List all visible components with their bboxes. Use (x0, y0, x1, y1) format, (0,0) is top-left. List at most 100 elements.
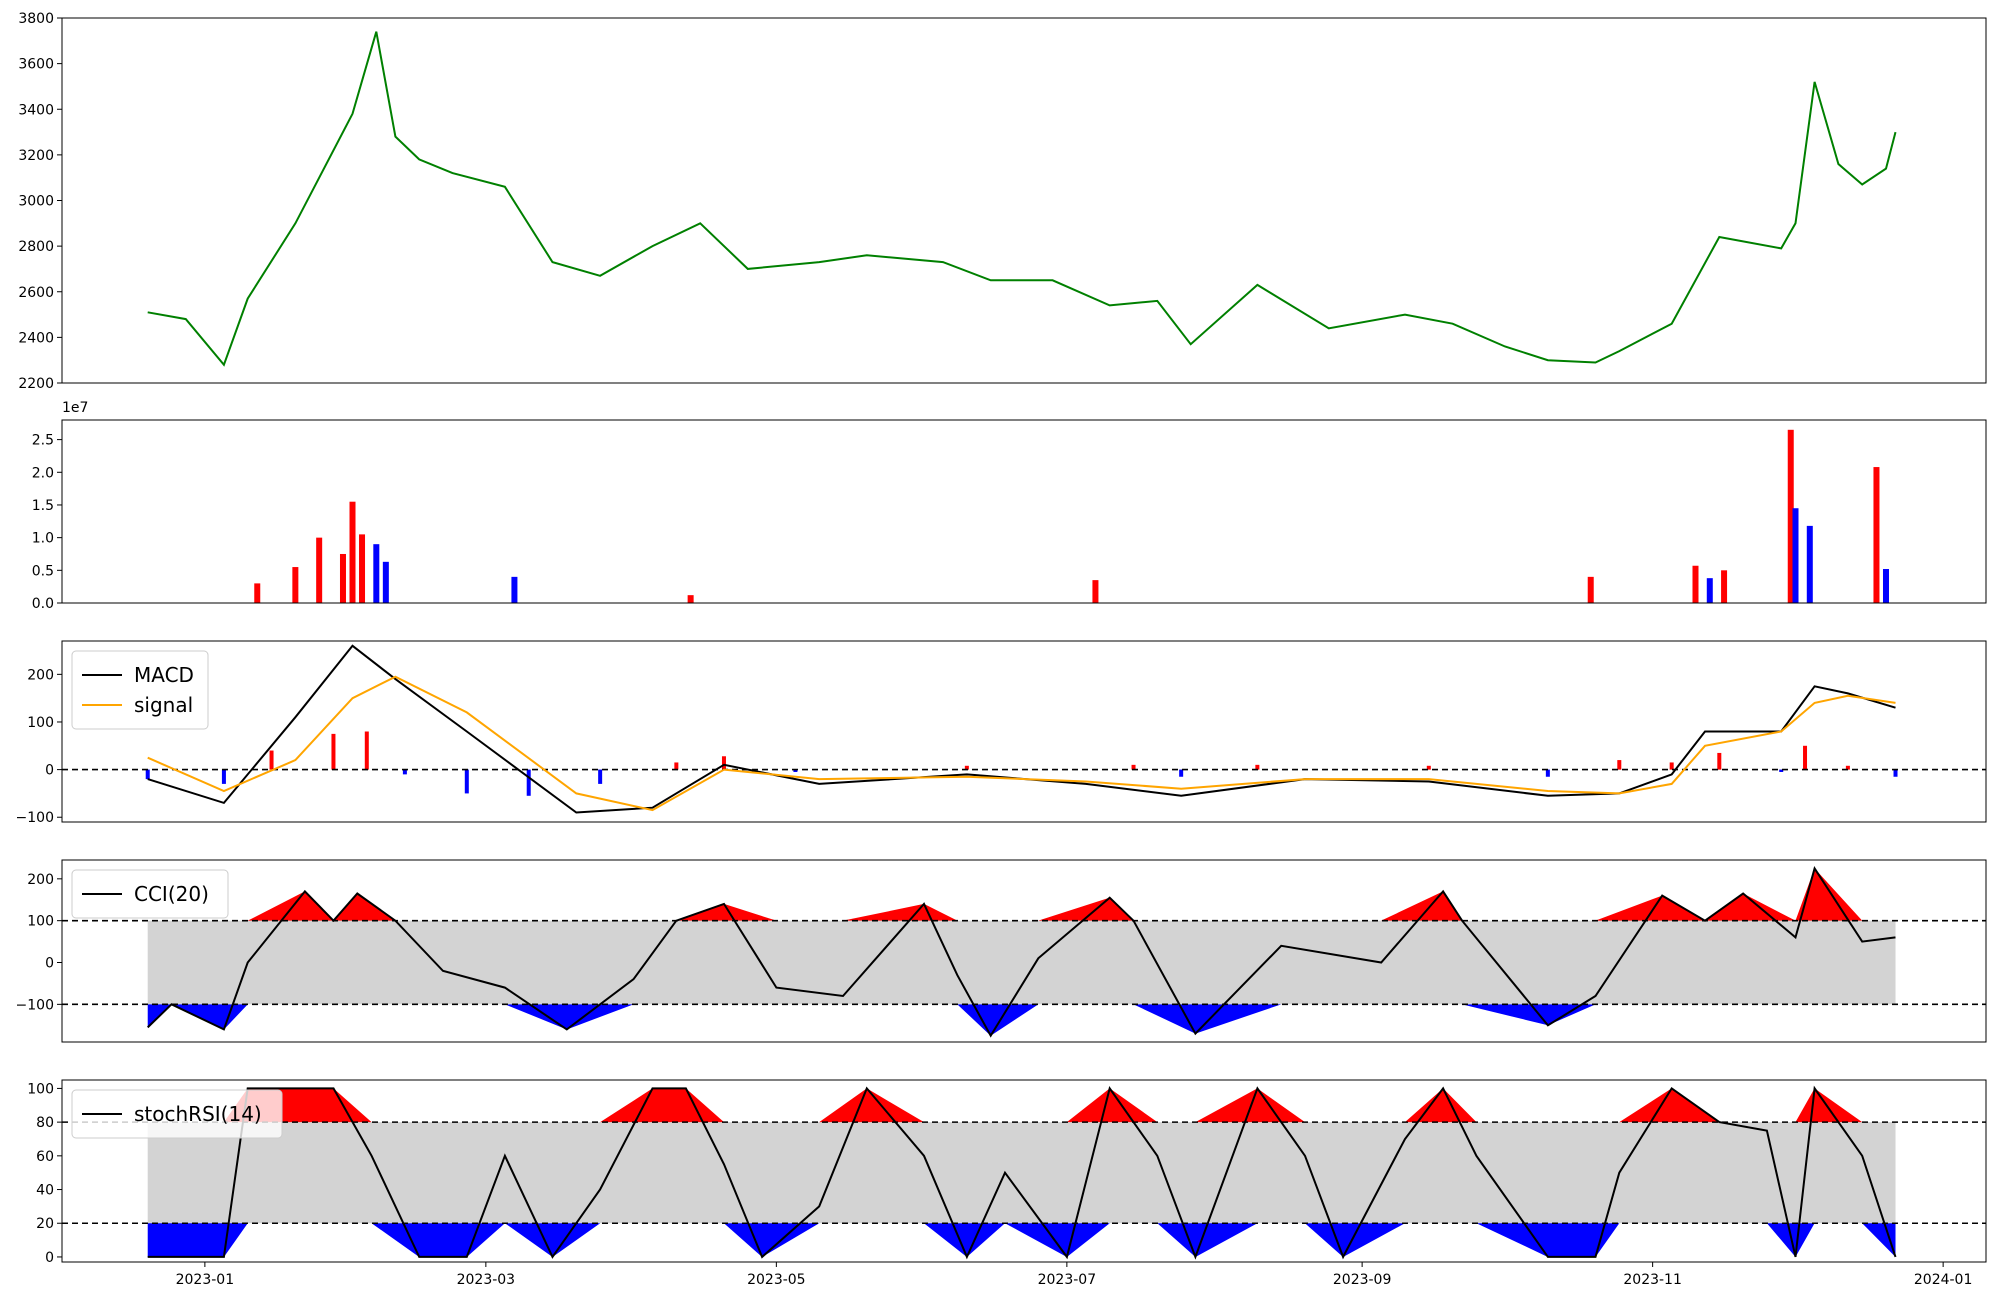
price-ytick-label: 2800 (18, 239, 54, 255)
stochrsi-ytick-label: 100 (27, 1081, 54, 1097)
price-ytick-label: 3800 (18, 11, 54, 27)
macd-line-signal (147, 675, 1896, 812)
macd-hist-bar (1426, 765, 1431, 770)
macd-ytick-label: −100 (16, 810, 54, 826)
volume-bar (359, 534, 366, 603)
volume-ytick-label: 2.0 (32, 465, 54, 481)
panel-cci: −100 0 100 200 CCI(20) (16, 859, 1987, 1043)
volume-bar (316, 537, 323, 603)
volume-bar (1806, 525, 1813, 603)
price-ytick-label: 2400 (18, 330, 54, 346)
macd-hist-bar (1131, 764, 1136, 770)
macd-legend-label: MACD (134, 663, 194, 687)
volume-bar (339, 553, 346, 603)
volume-ytick-label: 1.0 (32, 531, 54, 547)
cci-legend (71, 869, 229, 919)
price-ytick-label: 3400 (18, 102, 54, 118)
cci-ytick-label: 0 (45, 956, 54, 972)
macd-hist-bar (331, 733, 336, 770)
stochrsi-legend (71, 1089, 283, 1139)
macd-hist-bar (402, 769, 407, 775)
macd-hist-bar (598, 769, 603, 784)
volume-bar (1792, 508, 1799, 603)
volume-bar (1692, 565, 1699, 603)
volume-bar (1873, 467, 1880, 603)
macd-hist-bar (1803, 745, 1808, 770)
volume-bar (1787, 429, 1794, 603)
macd-hist-bar (364, 731, 369, 770)
stochrsi-ytick-label: 80 (36, 1115, 54, 1131)
volume-bar (373, 544, 380, 603)
macd-line-MACD (147, 644, 1896, 814)
volume-scale-label: 1e7 (62, 400, 88, 416)
panel-volume: 0.0 0.5 1.0 1.5 2.0 2.5 1e7 (32, 400, 1987, 612)
macd-ytick-label: 200 (27, 667, 54, 683)
stochrsi-band (147, 1122, 1896, 1224)
stochrsi-legend-label: stochRSI(14) (134, 1102, 262, 1126)
panel-price: 2200 2400 2600 2800 3000 3200 3400 3600 3800 (18, 11, 1987, 392)
macd-hist-bar (1179, 769, 1184, 777)
volume-bar (1721, 570, 1728, 603)
volume-ytick-label: 0.0 (32, 596, 54, 612)
price-ytick-label: 3600 (18, 57, 54, 73)
macd-hist-bar (721, 756, 726, 770)
cci-overbought-fill (147, 868, 1896, 921)
macd-legend-label: signal (134, 693, 193, 717)
stochrsi-ytick-label: 20 (36, 1216, 54, 1232)
macd-hist-bar (1669, 762, 1674, 770)
volume-bar (349, 501, 356, 603)
macd-hist-bar (269, 750, 274, 770)
cci-ytick-label: 100 (27, 914, 54, 930)
volume-frame (61, 419, 1987, 604)
macd-hist-bar (1255, 764, 1260, 770)
macd-ytick-label: 100 (27, 715, 54, 731)
macd-hist-bar (1893, 769, 1898, 777)
volume-bar (254, 583, 261, 603)
cci-frame (61, 859, 1987, 1043)
volume-bar (511, 576, 518, 603)
x-tick-label: 2023-07 (1038, 1272, 1097, 1288)
stochrsi-ytick-label: 40 (36, 1183, 54, 1199)
volume-bar (1882, 569, 1889, 603)
volume-ytick-label: 0.5 (32, 563, 54, 579)
macd-ytick-label: 0 (45, 763, 54, 779)
price-ytick-label: 2600 (18, 285, 54, 301)
volume-bar (1587, 576, 1594, 603)
cci-oversold-fill (147, 1004, 1896, 1036)
volume-bar (687, 595, 694, 603)
price-line-series-0 (147, 31, 1897, 367)
macd-hist-bar (1845, 765, 1850, 770)
macd-legend (71, 650, 209, 730)
macd-hist-bar (793, 769, 798, 772)
x-tick-label: 2023-01 (176, 1272, 235, 1288)
macd-hist-bar (1545, 769, 1550, 777)
volume-bar (1092, 580, 1099, 603)
stochrsi-ytick-label: 60 (36, 1149, 54, 1165)
panel-stochrsi: 0 20 40 60 80 100 stochRSI(14) (27, 1079, 1987, 1266)
x-tick-label: 2023-11 (1623, 1272, 1682, 1288)
macd-hist-bar (964, 765, 969, 770)
macd-hist-bar (464, 769, 469, 794)
stochrsi-oversold-fill (147, 1223, 1896, 1257)
price-ytick-label: 3000 (18, 194, 54, 210)
macd-hist-bar (221, 769, 226, 784)
price-ytick-label: 2200 (18, 376, 54, 392)
volume-bar (382, 561, 389, 603)
stochrsi-frame (61, 1079, 1987, 1263)
x-tick-label: 2023-05 (747, 1272, 806, 1288)
cci-legend-label: CCI(20) (134, 882, 209, 906)
volume-ytick-label: 2.5 (32, 433, 54, 449)
macd-hist-bar (674, 762, 679, 770)
macd-hist-bar (1717, 752, 1722, 770)
price-ytick-label: 3200 (18, 148, 54, 164)
macd-hist-bar (1779, 769, 1784, 772)
macd-hist-bar (526, 769, 531, 796)
x-tick-label: 2024-01 (1914, 1272, 1973, 1288)
volume-bar (1706, 578, 1713, 603)
cci-ytick-label: 200 (27, 872, 54, 888)
macd-frame (61, 640, 1987, 823)
x-tick-label: 2023-09 (1333, 1272, 1392, 1288)
stochrsi-overbought-fill (147, 1088, 1896, 1123)
stochrsi-line-stochRSI(14) (147, 1085, 1897, 1260)
